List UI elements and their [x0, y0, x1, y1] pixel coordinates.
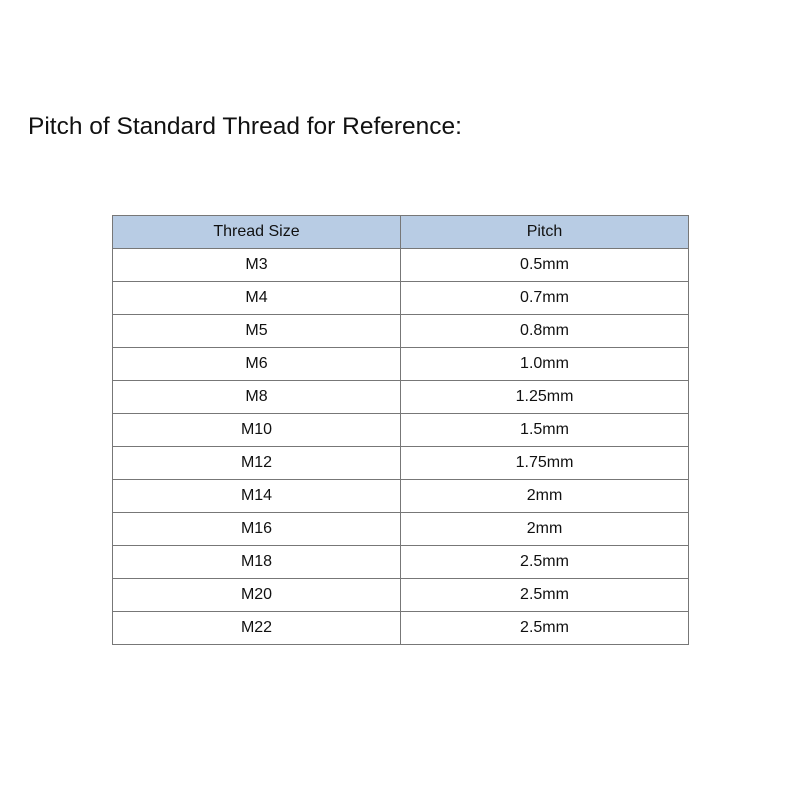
- table-row: M12 1.75mm: [112, 446, 689, 480]
- pitch-cell: 2.5mm: [400, 578, 689, 612]
- thread-size-cell: M16: [112, 512, 401, 546]
- table-row: M6 1.0mm: [112, 347, 689, 381]
- pitch-cell: 2.5mm: [400, 545, 689, 579]
- pitch-cell: 1.0mm: [400, 347, 689, 381]
- thread-size-cell: M3: [112, 248, 401, 282]
- thread-size-cell: M4: [112, 281, 401, 315]
- thread-pitch-table: Thread Size Pitch M3 0.5mm M4 0.7mm M5 0.8mm M…: [112, 215, 689, 645]
- table-row: M3 0.5mm: [112, 248, 689, 282]
- table-row: M5 0.8mm: [112, 314, 689, 348]
- thread-size-cell: M18: [112, 545, 401, 579]
- pitch-cell: 1.75mm: [400, 446, 689, 480]
- header-thread-size: Thread Size: [112, 215, 401, 249]
- thread-size-cell: M22: [112, 611, 401, 645]
- pitch-cell: 2.5mm: [400, 611, 689, 645]
- table-row: M22 2.5mm: [112, 611, 689, 645]
- table-row: M14 2mm: [112, 479, 689, 513]
- thread-size-cell: M8: [112, 380, 401, 414]
- pitch-cell: 1.25mm: [400, 380, 689, 414]
- table-row: M18 2.5mm: [112, 545, 689, 579]
- pitch-cell: 1.5mm: [400, 413, 689, 447]
- pitch-cell: 0.8mm: [400, 314, 689, 348]
- header-pitch: Pitch: [400, 215, 689, 249]
- thread-size-cell: M14: [112, 479, 401, 513]
- pitch-cell: 0.5mm: [400, 248, 689, 282]
- table-row: M4 0.7mm: [112, 281, 689, 315]
- table-row: M16 2mm: [112, 512, 689, 546]
- thread-size-cell: M6: [112, 347, 401, 381]
- table-row: M8 1.25mm: [112, 380, 689, 414]
- table-header-row: Thread Size Pitch: [112, 215, 689, 249]
- page-title: Pitch of Standard Thread for Reference:: [28, 113, 462, 140]
- thread-size-cell: M5: [112, 314, 401, 348]
- table-row: M20 2.5mm: [112, 578, 689, 612]
- pitch-cell: 2mm: [400, 512, 689, 546]
- table-row: M10 1.5mm: [112, 413, 689, 447]
- thread-size-cell: M10: [112, 413, 401, 447]
- thread-size-cell: M20: [112, 578, 401, 612]
- thread-size-cell: M12: [112, 446, 401, 480]
- pitch-cell: 2mm: [400, 479, 689, 513]
- pitch-cell: 0.7mm: [400, 281, 689, 315]
